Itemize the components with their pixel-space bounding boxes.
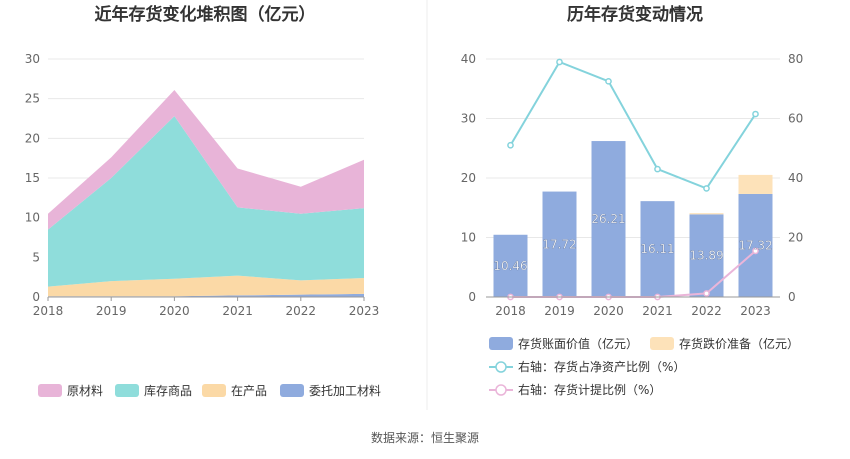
bar-chart-grid [486,58,780,238]
bar-x-tick-label: 2018 [495,304,526,318]
area-chart-legend: 原材料 库存商品 在产品 委托加工材料 [38,383,381,398]
legend-swatch-provision [650,337,674,350]
area-chart-title: 近年存货变化堆积图（亿元） [95,4,316,25]
area-y-tick-label: 20 [25,131,40,145]
bar-x-tick-label: 2021 [642,304,673,318]
bar-data-label: 17.32 [738,238,772,252]
area-chart-areas [48,89,364,297]
area-y-tick-label: 15 [25,171,40,185]
data-source: 数据来源：恒生聚源 [371,430,479,445]
area-x-tick-label: 2022 [286,304,317,318]
bar-y-right-tick-label: 60 [788,112,803,126]
bar-data-label: 17.72 [542,237,576,251]
bar-data-label: 13.89 [689,249,723,263]
area-chart-axes: 0 5 10 15 20 25 30 2018 2019 2020 2021 2022 2023 [25,52,380,318]
bar-y-right-tick-label: 40 [788,171,803,185]
bar-chart-title: 历年存货变动情况 [567,4,703,25]
bar-y-left-tick-label: 20 [461,171,476,185]
legend-swatch-wip [202,384,226,397]
area-x-tick-label: 2018 [33,304,64,318]
line-point-ratio_line [605,77,612,85]
area-series-wip [48,275,364,297]
bar-book-value [542,191,577,297]
bar-provision [689,213,724,215]
line-point-ratio_line [703,185,710,192]
bar-book-value [738,193,773,297]
area-series-raw [48,89,364,230]
bar-chart-legend: 存货账面价值（亿元） 存货跌价准备（亿元） 右轴：存货占净资产比例（%） 右轴：存货计… [489,336,799,397]
bar-y-left-tick-label: 0 [468,290,476,304]
legend-label-prov_line: 右轴：存货计提比例（%） [518,382,661,397]
line-point-prov_line [752,247,759,255]
bar-book-value [493,234,528,297]
area-series-finished [48,116,364,287]
bar-y-right-tick-label: 0 [788,290,796,304]
legend-label-provision: 存货跌价准备（亿元） [679,336,799,351]
line-point-prov_line [703,290,710,297]
bar-chart-data-labels: 10.46 17.72 26.21 16.11 13.89 17.32 [493,212,773,273]
legend-swatch-finished [115,384,139,397]
line-point-ratio_line [752,110,759,118]
bar-y-left-tick-label: 40 [461,52,476,66]
bar-data-label: 16.11 [640,242,674,256]
area-y-tick-label: 25 [25,92,40,106]
legend-marker-ratio_line [495,361,507,373]
legend-label-ratio_line: 右轴：存货占净资产比例（%） [518,359,685,374]
legend-swatch-consigned [280,384,304,397]
legend-label-book: 存货账面价值（亿元） [518,336,638,351]
legend-label-raw: 原材料 [67,384,103,398]
legend-label-consigned: 委托加工材料 [309,384,381,398]
bar-y-left-tick-label: 30 [461,112,476,126]
area-y-tick-label: 0 [32,290,40,304]
bar-x-tick-label: 2019 [544,304,575,318]
line-point-ratio_line [654,165,661,173]
legend-marker-prov_line [495,384,507,396]
bar-y-right-tick-label: 20 [788,231,803,245]
line-point-ratio_line [556,58,563,66]
legend-swatch-raw [38,384,62,397]
area-y-tick-label: 5 [32,250,40,264]
bar-data-label: 10.46 [493,259,527,273]
bar-chart-bars [493,141,773,297]
legend-swatch-book [489,337,513,350]
bar-x-tick-label: 2023 [740,304,771,318]
area-x-tick-label: 2019 [96,304,127,318]
bar-provision [738,174,773,194]
bar-book-value [640,201,675,297]
bar-x-tick-label: 2020 [593,304,624,318]
area-x-tick-label: 2023 [349,304,380,318]
bar-chart-axes: 0 10 20 30 40 0 20 40 60 80 2018 2019 2020 2021 2022 20… [461,52,804,318]
bar-y-left-tick-label: 10 [461,231,476,245]
bar-x-tick-label: 2022 [691,304,722,318]
bar-data-label: 26.21 [591,212,625,226]
area-x-tick-label: 2020 [159,304,190,318]
bar-book-value [591,141,626,297]
area-x-tick-label: 2021 [222,304,253,318]
line-ratio_line [509,60,757,190]
bar-y-right-tick-label: 80 [788,52,803,66]
legend-label-finished: 库存商品 [144,383,192,398]
legend-label-wip: 在产品 [231,384,267,398]
area-y-tick-label: 30 [25,52,40,66]
area-y-tick-label: 10 [25,211,40,225]
line-point-ratio_line [507,141,514,149]
